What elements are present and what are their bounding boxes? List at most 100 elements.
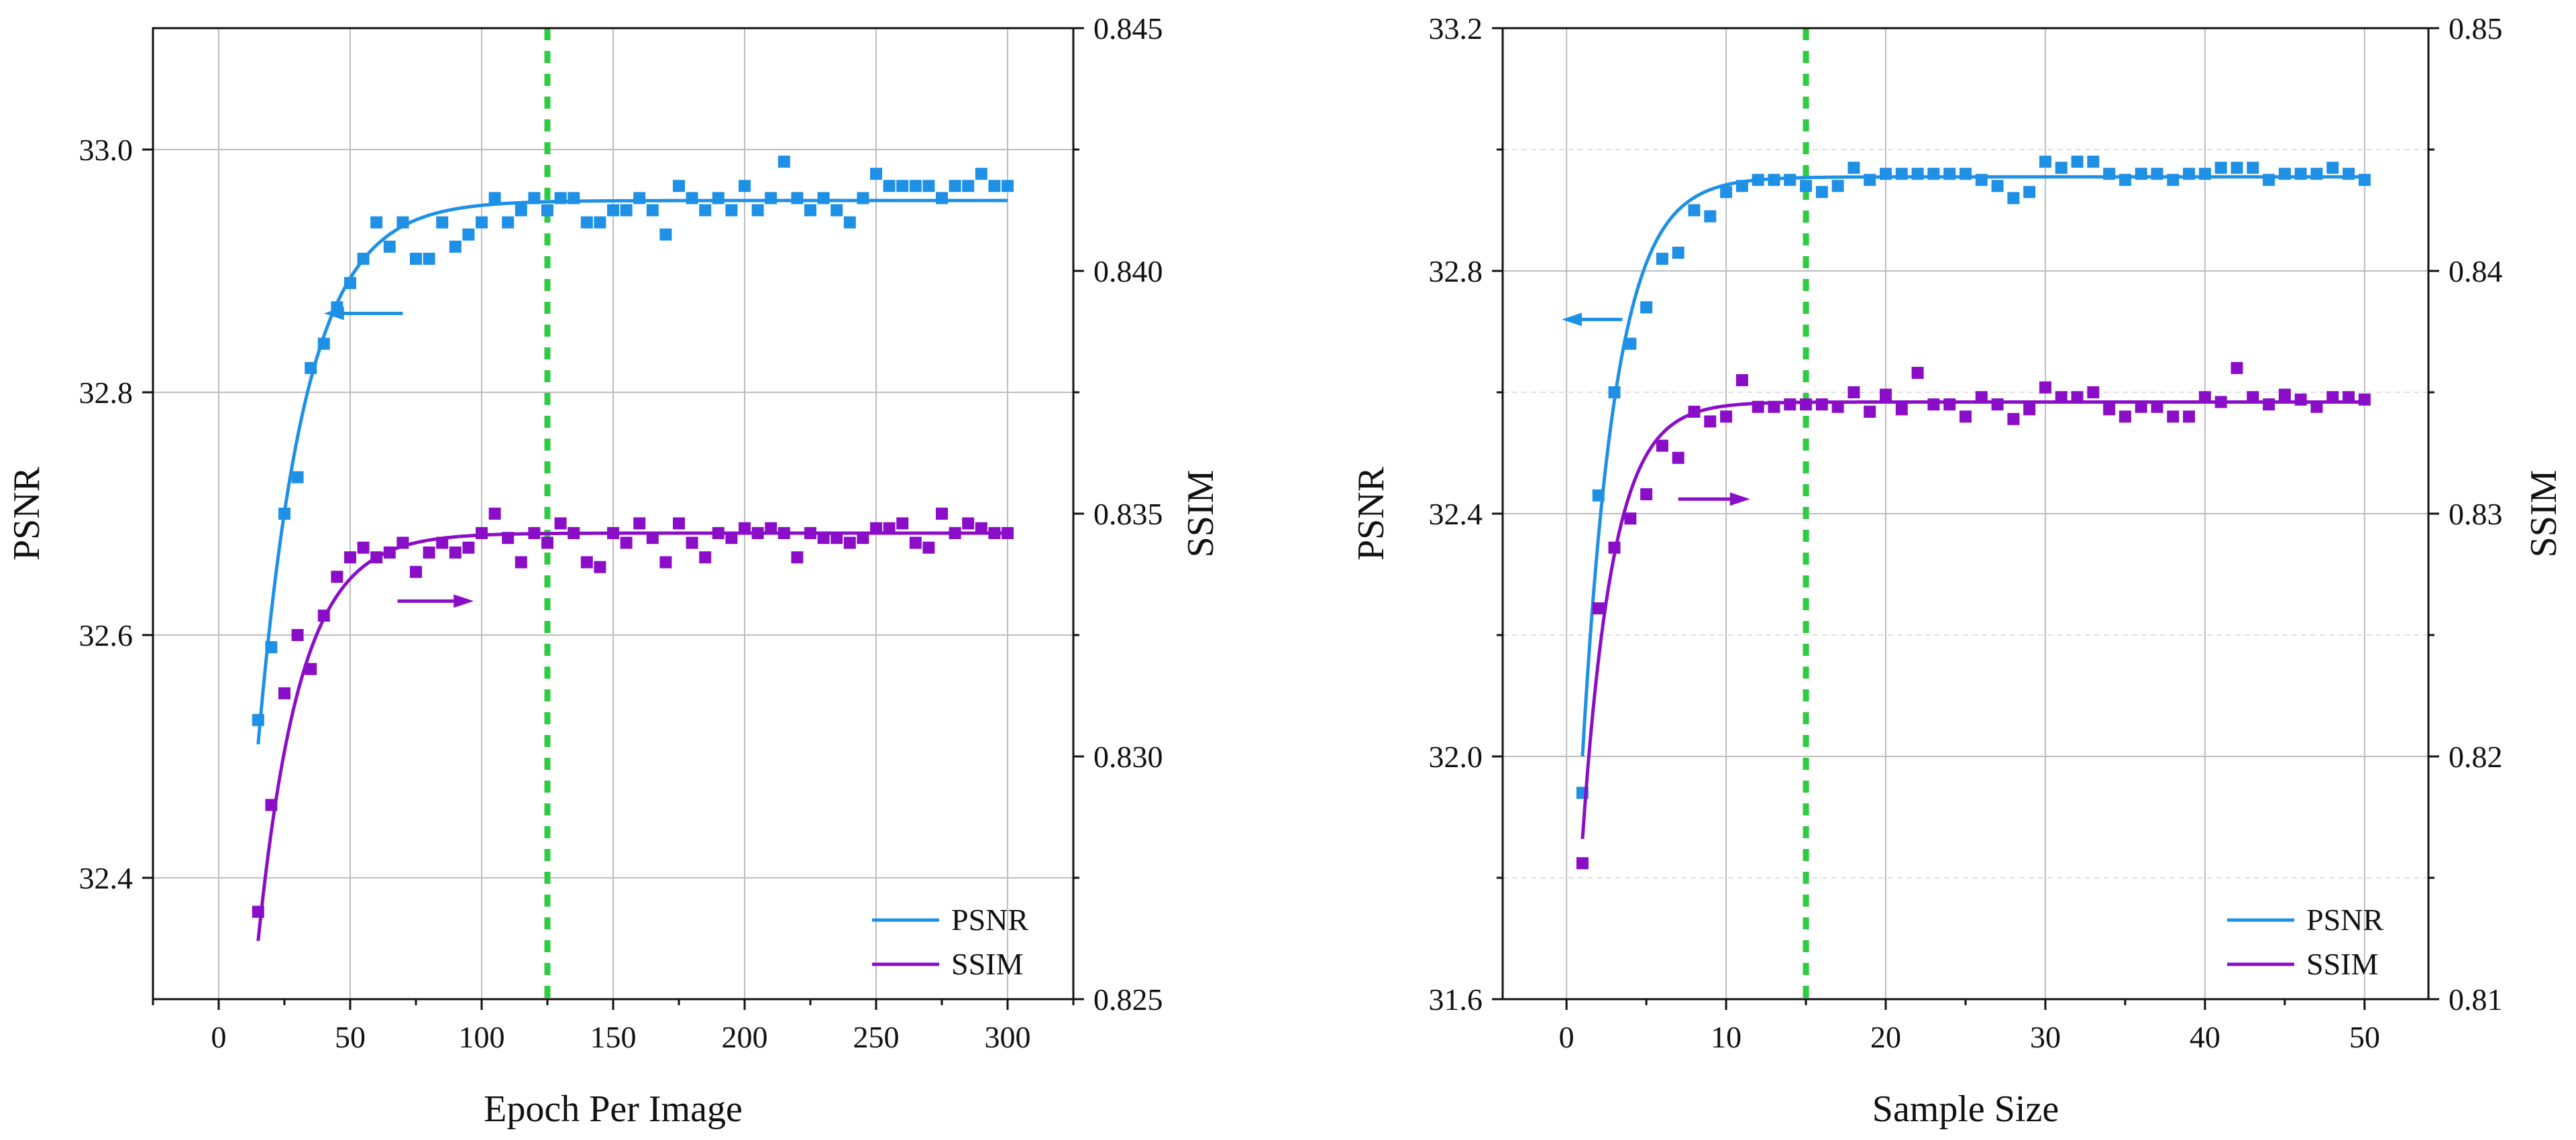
arrow-head (1562, 312, 1582, 327)
ssim-data-point (817, 532, 830, 545)
legend-label-ssim: SSIM (951, 947, 1023, 981)
y-right-tick-label: 0.845 (1093, 11, 1163, 46)
y-right-tick-label: 0.81 (2449, 982, 2503, 1017)
psnr-data-point (843, 216, 856, 229)
psnr-data-point (699, 204, 712, 217)
ssim-data-point (725, 532, 738, 545)
psnr-data-point (2278, 168, 2291, 180)
psnr-data-point (2214, 162, 2227, 174)
ssim-data-point (2278, 388, 2291, 401)
arrow-head (323, 306, 344, 321)
psnr-data-point (1784, 174, 1796, 186)
y-left-axis-title: PSNR (1350, 466, 1392, 561)
psnr-data-point (2055, 162, 2068, 174)
psnr-data-point (1688, 204, 1701, 217)
psnr-data-point (804, 204, 816, 217)
psnr-data-point (739, 180, 751, 192)
x-tick-label: 0 (1559, 1020, 1574, 1054)
psnr-fit-curve (1580, 175, 2365, 757)
ssim-data-point (594, 561, 606, 573)
y-right-axis-title: SSIM (1180, 470, 1222, 558)
ssim-data-point (580, 556, 593, 569)
ssim-data-point (804, 526, 816, 539)
psnr-data-point (725, 204, 738, 217)
x-tick-label: 40 (2190, 1020, 2220, 1054)
ssim-data-point (1831, 400, 1844, 413)
ssim-data-point (2007, 412, 2020, 425)
ssim-data-point (1960, 410, 1972, 423)
psnr-data-point (462, 228, 475, 241)
psnr-data-point (1927, 168, 1940, 180)
ssim-data-point (278, 687, 290, 699)
psnr-data-point (1768, 174, 1780, 186)
y-left-axis-title: PSNR (6, 466, 48, 561)
ssim-data-point (383, 546, 396, 559)
y-left-tick-label: 31.6 (1429, 982, 1483, 1017)
psnr-data-point (988, 180, 1001, 192)
psnr-data-point (1831, 180, 1844, 192)
y-right-axis-title: SSIM (2523, 470, 2565, 558)
ssim-data-point (1752, 400, 1764, 413)
ssim-data-point (607, 526, 619, 539)
y-right-tick-label: 0.83 (2449, 497, 2503, 531)
psnr-data-point (449, 240, 462, 253)
ssim-data-point (1624, 512, 1637, 525)
x-tick-label: 300 (985, 1020, 1031, 1054)
psnr-data-point (383, 240, 396, 253)
psnr-data-point (817, 192, 830, 205)
psnr-data-point (1960, 168, 1972, 180)
ssim-data-point (2103, 403, 2116, 416)
ssim-data-point (449, 546, 462, 559)
ssim-data-point (357, 541, 370, 554)
psnr-data-point (344, 277, 356, 290)
ssim-data-point (686, 536, 698, 549)
ssim-data-point (922, 541, 935, 554)
psnr-data-point (857, 192, 869, 205)
psnr-data-point (488, 192, 501, 205)
epoch-chart: 0 50 100 150 200 250 300 32.4 32.6 32.8 33.0 0.825 0… (6, 11, 1222, 1130)
x-tick-label: 0 (211, 1020, 227, 1054)
ssim-data-point (975, 522, 987, 534)
y-left-tick-label: 32.4 (1429, 497, 1483, 531)
psnr-data-point (1975, 174, 1988, 186)
ssim-data-point (1784, 398, 1796, 411)
ssim-data-point (2310, 400, 2323, 413)
psnr-data-point (830, 204, 843, 217)
y-right-tick-label: 0.85 (2449, 11, 2503, 46)
ssim-data-point (1991, 398, 2004, 411)
psnr-data-point (291, 471, 304, 483)
ssim-data-point (2071, 391, 2084, 404)
psnr-data-point (883, 180, 896, 192)
ssim-data-point (2358, 393, 2371, 406)
y-left-tick-label: 33.2 (1429, 11, 1483, 46)
ssim-data-point (2023, 403, 2036, 416)
x-tick-label: 20 (1870, 1020, 1901, 1054)
psnr-data-point (777, 156, 790, 168)
ssim-data-point (949, 526, 961, 539)
psnr-data-point (1704, 210, 1717, 223)
ssim-data-point (843, 536, 856, 549)
psnr-data-point (659, 228, 672, 241)
y-left-tick-label: 32.8 (79, 376, 133, 410)
ssim-data-point (620, 536, 633, 549)
ssim-data-point (252, 905, 264, 918)
ssim-data-point (765, 522, 777, 534)
y-right-tick-label: 0.835 (1093, 497, 1163, 531)
psnr-data-point (2118, 174, 2131, 186)
ssim-axis-arrow (397, 594, 474, 608)
psnr-data-point (1752, 174, 1764, 186)
ssim-data-point (2263, 398, 2275, 411)
arrow-head (453, 594, 474, 608)
ssim-data-point (2198, 391, 2211, 404)
psnr-data-point (2198, 168, 2211, 180)
y-right-tick-label: 0.830 (1093, 740, 1163, 774)
ssim-data-point (1911, 367, 1924, 380)
ssim-data-point (936, 508, 948, 520)
x-axis-title: Sample Size (1872, 1088, 2059, 1130)
legend-label-psnr: PSNR (951, 903, 1028, 937)
ssim-data-point (909, 536, 922, 549)
psnr-data-point (2087, 156, 2100, 168)
ssim-data-point (1975, 391, 1988, 404)
psnr-data-point (2167, 174, 2180, 186)
